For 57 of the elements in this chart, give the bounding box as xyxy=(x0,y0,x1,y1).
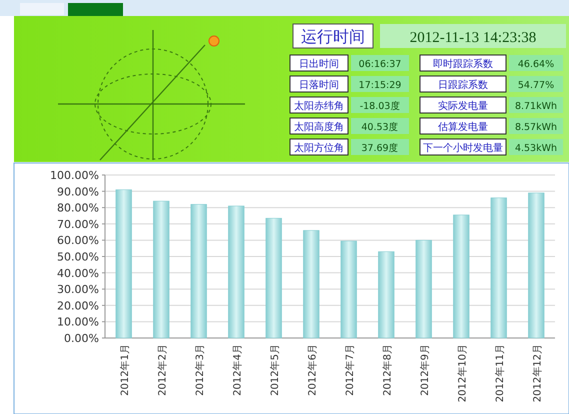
text: 太阳方位角 xyxy=(294,142,344,154)
y-tick-label: 80.00% xyxy=(57,202,99,215)
text: 17:15:29 xyxy=(358,80,402,91)
text: 日跟踪系数 xyxy=(438,79,488,91)
text: 2012-11-13 14:23:38 xyxy=(410,30,536,46)
x-tick-label: 2012年5月 xyxy=(268,344,281,396)
y-tick-label: 0.00% xyxy=(64,332,99,345)
text: 37.69度 xyxy=(361,142,399,154)
y-tick-label: 10.00% xyxy=(57,316,99,329)
text: 06:16:37 xyxy=(358,59,402,70)
bar xyxy=(228,206,244,338)
bar xyxy=(453,214,470,338)
x-tick-label: 2012年12月 xyxy=(531,344,544,402)
y-tick-label: 50.00% xyxy=(57,250,99,264)
bar xyxy=(416,240,432,338)
x-tick-label: 2012年11月 xyxy=(494,344,506,402)
bar xyxy=(116,189,132,338)
text: 下一个小时发电量 xyxy=(423,142,503,154)
text: 8.71kWh xyxy=(514,101,558,112)
x-tick-label: 2012年6月 xyxy=(306,344,318,396)
text: 46.64% xyxy=(518,59,554,70)
x-tick-label: 2012年4月 xyxy=(231,344,244,396)
x-tick-label: 2012年1月 xyxy=(118,344,131,396)
text: 即时跟踪系数 xyxy=(433,58,493,70)
text: 实际发电量 xyxy=(438,100,488,112)
bar xyxy=(528,192,544,338)
text: 太阳赤纬角 xyxy=(294,100,344,112)
y-tick-label: 40.00% xyxy=(57,266,99,280)
text: 运行时间 xyxy=(301,27,365,46)
bar xyxy=(190,204,207,338)
y-tick-label: 20.00% xyxy=(57,299,99,312)
y-tick-label: 90.00% xyxy=(57,185,99,198)
text: 日出时间 xyxy=(299,58,339,70)
y-tick-label: 100.00% xyxy=(50,169,99,182)
x-tick-label: 2012年3月 xyxy=(194,344,206,396)
bar xyxy=(266,218,282,338)
x-tick-label: 2012年7月 xyxy=(344,344,356,396)
y-tick-label: 30.00% xyxy=(57,283,99,296)
bar xyxy=(153,200,170,338)
text: 日落时间 xyxy=(299,79,339,91)
text: 估算发电量 xyxy=(438,121,488,133)
bar xyxy=(490,198,507,338)
x-tick-label: 2012年9月 xyxy=(418,344,431,396)
x-tick-label: 2012年2月 xyxy=(156,344,168,396)
y-tick-label: 60.00% xyxy=(57,234,99,248)
text: 54.77% xyxy=(518,80,554,91)
text: -18.03度 xyxy=(360,100,400,112)
text: 8.57kWh xyxy=(514,122,558,133)
y-tick-label: 70.00% xyxy=(57,218,99,231)
bar xyxy=(340,240,357,338)
text: 40.53度 xyxy=(361,121,399,133)
x-tick-label: 2012年10月 xyxy=(456,344,468,402)
x-tick-label: 2012年8月 xyxy=(381,344,394,396)
bar xyxy=(378,251,394,338)
text: 太阳高度角 xyxy=(294,121,344,133)
text: 4.53kWh xyxy=(514,143,558,154)
bar xyxy=(303,230,320,338)
